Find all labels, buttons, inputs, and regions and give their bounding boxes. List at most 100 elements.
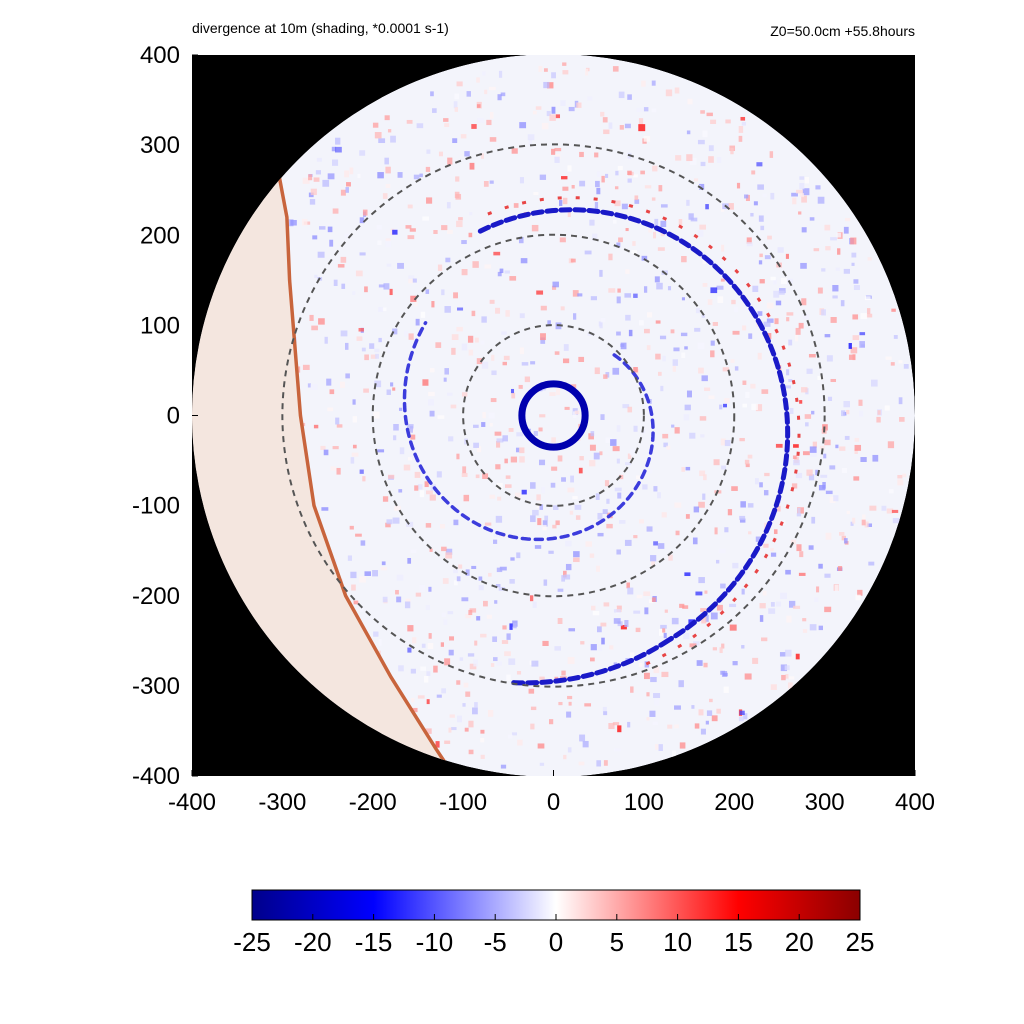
field-cell	[701, 616, 707, 624]
field-cell	[318, 318, 325, 325]
field-cell	[461, 597, 469, 602]
field-cell	[565, 563, 572, 571]
chart-title: divergence at 10m (shading, *0.0001 s-1)	[192, 20, 449, 36]
field-cell	[617, 288, 621, 293]
field-cell	[608, 253, 613, 261]
field-cell	[429, 410, 435, 417]
field-cell	[481, 361, 489, 369]
field-cell	[352, 399, 356, 405]
field-cell	[345, 187, 349, 193]
field-cell	[552, 281, 559, 288]
field-cell	[370, 354, 377, 359]
field-cell	[336, 467, 341, 475]
field-cell	[474, 640, 478, 646]
field-cell	[363, 388, 369, 393]
field-cell	[539, 174, 547, 180]
field-cell	[714, 527, 718, 535]
field-cell	[619, 474, 624, 480]
field-cell	[563, 570, 567, 578]
field-cell	[635, 627, 641, 633]
field-cell	[691, 705, 695, 709]
field-cell	[332, 159, 339, 166]
field-cell	[624, 620, 629, 627]
field-cell	[413, 174, 420, 180]
field-cell	[829, 465, 836, 470]
colorbar-tick-label: -15	[355, 927, 393, 957]
field-cell	[386, 519, 393, 525]
field-cell	[707, 299, 713, 305]
field-cell	[535, 106, 542, 110]
field-cell	[622, 404, 630, 409]
field-cell	[780, 592, 788, 599]
field-cell	[547, 320, 551, 326]
field-cell	[757, 311, 763, 316]
field-cell	[393, 435, 397, 441]
field-cell	[458, 217, 463, 221]
field-cell	[848, 343, 852, 349]
field-cell	[417, 695, 425, 699]
field-cell	[428, 633, 432, 639]
field-cell	[720, 278, 725, 282]
field-cell	[539, 414, 546, 418]
eyewall-ring	[518, 380, 589, 451]
field-cell	[429, 494, 436, 501]
field-cell	[837, 248, 841, 255]
field-cell	[854, 437, 860, 442]
field-cell	[844, 217, 851, 222]
field-cell	[662, 355, 666, 362]
field-cell	[353, 600, 359, 605]
field-cell	[329, 239, 334, 247]
field-cell	[476, 446, 482, 453]
field-cell	[478, 576, 483, 581]
field-cell	[791, 192, 798, 197]
field-cell	[359, 252, 366, 256]
field-cell	[478, 585, 484, 591]
field-cell	[405, 598, 411, 603]
field-cell	[605, 173, 609, 178]
field-cell	[409, 228, 416, 232]
field-cell	[812, 441, 818, 448]
field-cell	[568, 106, 575, 112]
field-cell	[511, 148, 518, 154]
field-cell	[496, 567, 503, 573]
field-cell	[447, 157, 453, 165]
field-cell	[407, 557, 412, 564]
field-cell	[499, 268, 504, 274]
field-cell	[862, 514, 866, 521]
field-cell	[839, 446, 846, 451]
field-cell	[579, 456, 584, 461]
field-cell	[763, 490, 769, 496]
field-cell	[381, 561, 386, 566]
field-cell	[416, 123, 424, 129]
field-cell	[850, 521, 854, 526]
field-cell	[650, 676, 657, 683]
field-cell	[449, 714, 455, 718]
field-cell	[407, 235, 415, 240]
field-cell	[572, 496, 578, 500]
field-cell	[437, 415, 445, 419]
field-cell	[302, 218, 308, 226]
field-cell	[481, 316, 487, 323]
field-cell	[444, 306, 451, 313]
field-cell	[817, 196, 825, 204]
field-cell	[426, 671, 431, 676]
field-cell	[445, 257, 451, 263]
field-cell	[435, 342, 442, 348]
field-cell	[360, 606, 364, 613]
field-cell	[445, 548, 453, 555]
field-cell	[898, 397, 903, 405]
field-cell	[495, 307, 501, 314]
field-cell	[519, 447, 525, 454]
field-cell	[700, 434, 705, 438]
field-cell	[373, 411, 380, 419]
field-cell	[698, 709, 704, 716]
field-cell	[785, 674, 789, 679]
field-cell	[424, 481, 429, 488]
field-cell	[554, 147, 562, 152]
field-cell	[744, 459, 750, 465]
field-cell	[892, 517, 900, 524]
field-cell	[808, 353, 816, 358]
field-cell	[710, 612, 718, 620]
field-cell	[566, 711, 572, 718]
field-cell	[555, 154, 561, 159]
